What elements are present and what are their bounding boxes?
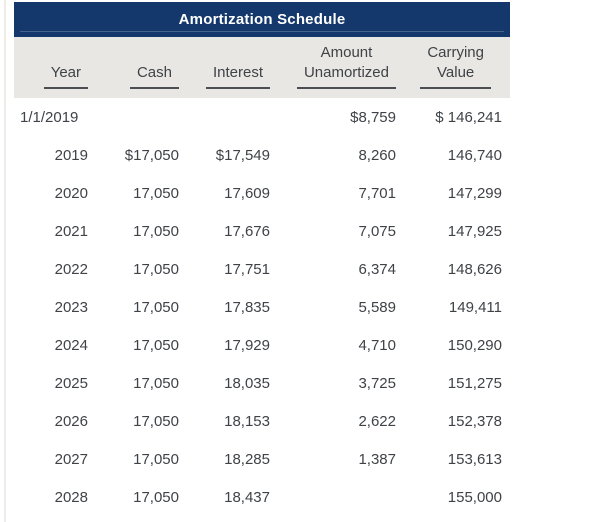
cell-amount_unamortized: $8,759 — [350, 108, 396, 126]
cell-carrying_value: 153,613 — [447, 450, 502, 468]
cell-carrying_value: 151,275 — [447, 374, 502, 392]
column-header-label: Carrying Value — [420, 43, 491, 89]
cell-year: 2023 — [54, 298, 88, 316]
table-row: 2028 17,050 18,437 155,000 — [14, 478, 504, 516]
cell-year: 2019 — [54, 146, 88, 164]
cell-amount_unamortized: 7,701 — [358, 184, 396, 202]
cell-amount_unamortized: 1,387 — [358, 450, 396, 468]
column-header-label: Amount Unamortized — [296, 43, 396, 89]
cell-year: 2024 — [54, 336, 88, 354]
cell-carrying_value: $ 146,241 — [435, 108, 502, 126]
cell-carrying_value: 148,626 — [447, 260, 502, 278]
cell-carrying_value: 152,378 — [447, 412, 502, 430]
cell-year: 2021 — [54, 222, 88, 240]
table-title-bar: Amortization Schedule — [14, 2, 510, 37]
table-rows: 1/1/2019 $8,759 $ 146,241 2019 $17,050 $17,54… — [14, 98, 504, 516]
table-row: 2021 17,050 17,676 7,075 147,925 — [14, 212, 504, 250]
cell-interest: 17,609 — [224, 184, 270, 202]
cell-amount_unamortized: 8,260 — [358, 146, 396, 164]
table-row: 2027 17,050 18,285 1,387 153,613 — [14, 440, 504, 478]
cell-carrying_value: 147,299 — [447, 184, 502, 202]
cell-interest: 17,751 — [224, 260, 270, 278]
table-row: 2023 17,050 17,835 5,589 149,411 — [14, 288, 504, 326]
cell-year: 2026 — [54, 412, 88, 430]
cell-amount_unamortized: 5,589 — [358, 298, 396, 316]
column-header-interest: Interest — [181, 37, 272, 98]
cell-carrying_value: 155,000 — [447, 488, 502, 506]
cell-amount_unamortized: 7,075 — [358, 222, 396, 240]
table-row: 1/1/2019 $8,759 $ 146,241 — [14, 98, 504, 136]
cell-year: 2027 — [54, 450, 88, 468]
cell-amount_unamortized: 2,622 — [358, 412, 396, 430]
table-row: 2022 17,050 17,751 6,374 148,626 — [14, 250, 504, 288]
cell-amount_unamortized: 3,725 — [358, 374, 396, 392]
cell-cash: 17,050 — [133, 450, 179, 468]
cell-amount_unamortized: 6,374 — [358, 260, 396, 278]
column-header-label: Interest — [205, 63, 270, 89]
cell-cash: 17,050 — [133, 298, 179, 316]
cell-cash: 17,050 — [133, 222, 179, 240]
cell-cash: 17,050 — [133, 336, 179, 354]
cell-carrying_value: 150,290 — [447, 336, 502, 354]
cell-cash: 17,050 — [133, 374, 179, 392]
cell-year: 2020 — [54, 184, 88, 202]
column-header-line: Interest — [212, 64, 263, 81]
column-header-line: Amount — [320, 44, 373, 61]
cell-year: 2025 — [54, 374, 88, 392]
table-title: Amortization Schedule — [178, 11, 346, 28]
table-row: 2019 $17,050 $17,549 8,260 146,740 — [14, 136, 504, 174]
cell-cash: $17,050 — [124, 146, 179, 164]
cell-cash: 17,050 — [133, 184, 179, 202]
cell-carrying_value: 149,411 — [448, 298, 502, 316]
table-row: 2026 17,050 18,153 2,622 152,378 — [14, 402, 504, 440]
page-left-divider — [4, 0, 6, 522]
table-row: 2020 17,050 17,609 7,701 147,299 — [14, 174, 504, 212]
column-header-label: Year — [43, 63, 88, 89]
column-header-line: Unamortized — [303, 64, 389, 81]
cell-year: 2028 — [54, 488, 88, 506]
column-header-line: Value — [437, 64, 475, 81]
column-header-cash: Cash — [90, 37, 181, 98]
cell-carrying_value: 146,740 — [447, 146, 502, 164]
cell-interest: 17,929 — [224, 336, 270, 354]
title-underline-rule — [20, 31, 504, 32]
cell-interest: 17,676 — [224, 222, 270, 240]
column-header-year: Year — [14, 37, 90, 98]
column-header-label: Cash — [129, 63, 179, 89]
cell-interest: 18,035 — [224, 374, 270, 392]
cell-amount_unamortized: 4,710 — [358, 336, 396, 354]
column-header-line: Cash — [136, 64, 172, 81]
cell-interest: 18,153 — [224, 412, 270, 430]
table-row: 2025 17,050 18,035 3,725 151,275 — [14, 364, 504, 402]
column-header-line: Year — [50, 64, 81, 81]
table-row: 2024 17,050 17,929 4,710 150,290 — [14, 326, 504, 364]
cell-cash: 17,050 — [133, 488, 179, 506]
cell-cash: 17,050 — [133, 260, 179, 278]
cell-carrying_value: 147,925 — [447, 222, 502, 240]
cell-year: 2022 — [54, 260, 88, 278]
cell-interest: 18,437 — [224, 488, 270, 506]
column-header-line: Carrying — [427, 44, 484, 61]
cell-interest: 17,835 — [224, 298, 270, 316]
column-header-amount_unamortized: Amount Unamortized — [272, 37, 398, 98]
cell-cash: 17,050 — [133, 412, 179, 430]
column-header-carrying_value: Carrying Value — [398, 37, 504, 98]
cell-interest: 18,285 — [224, 450, 270, 468]
cell-interest: $17,549 — [215, 146, 270, 164]
amortization-schedule-table: Amortization Schedule Year Cash Interest Am… — [14, 2, 510, 516]
column-header-row: Year Cash Interest Amount Unamortized Carryin… — [14, 37, 510, 98]
cell-year: 1/1/2019 — [20, 108, 79, 126]
